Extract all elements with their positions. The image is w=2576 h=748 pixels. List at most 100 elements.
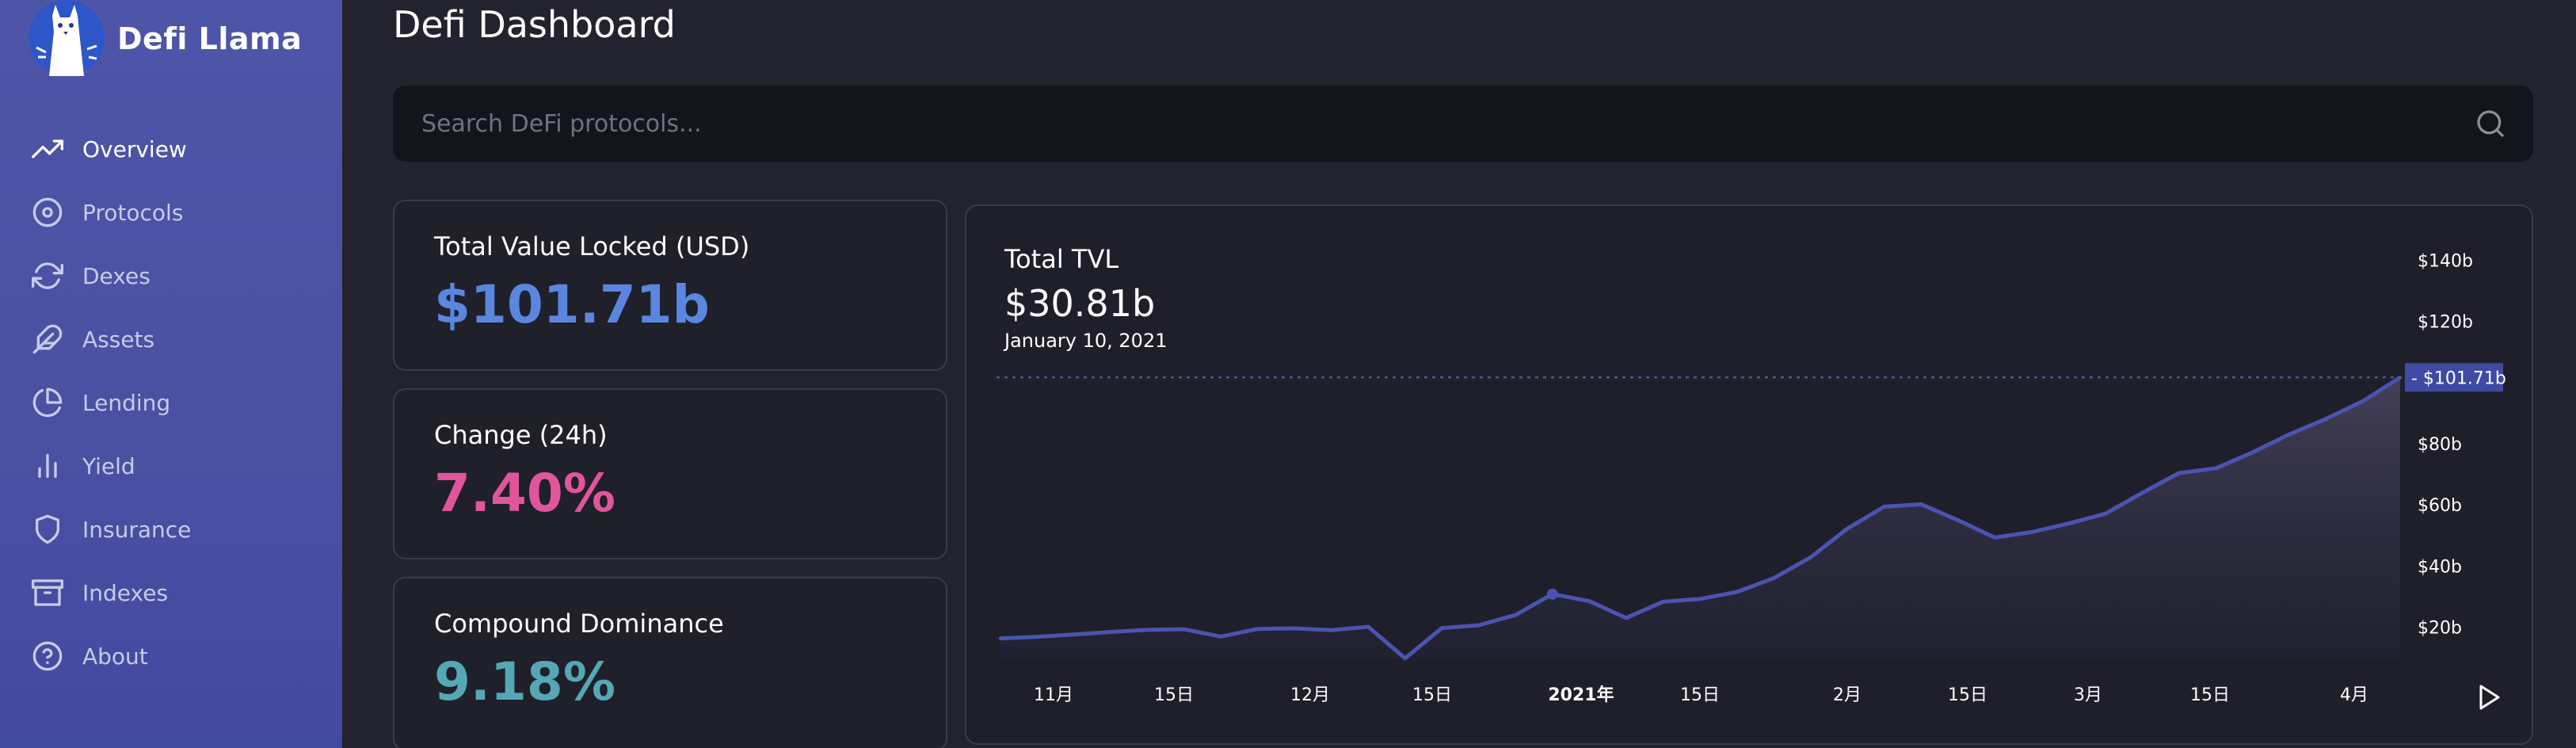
current-value-badge [2405, 363, 2503, 392]
change-card-title: Change (24h) [434, 420, 608, 450]
current-value-label: - $101.71b [2411, 368, 2506, 388]
tvl-point [1072, 633, 1075, 636]
sidebar-item-label: Protocols [82, 199, 184, 226]
y-tick-label: $60b [2418, 496, 2462, 516]
tvl-point [2067, 522, 2070, 525]
tvl-point [1661, 600, 1664, 603]
tvl-point [1736, 590, 1739, 593]
tvl-point [1809, 555, 1812, 559]
tvl-point [1366, 625, 1370, 628]
dominance-card: Compound Dominance 9.18% [393, 577, 947, 748]
search-input[interactable] [421, 109, 2402, 138]
chart-hover-date: January 10, 2021 [1004, 330, 1168, 352]
y-tick-label: $20b [2418, 618, 2462, 638]
sidebar-nav: Overview Protocols Dexes Assets Lending [0, 117, 342, 688]
tvl-card: Total Value Locked (USD) $101.71b [393, 200, 947, 371]
sidebar-item-label: Lending [82, 389, 171, 416]
tvl-point [1145, 628, 1149, 632]
tvl-point [2140, 491, 2143, 494]
tvl-point [1256, 628, 1259, 631]
sidebar-item-label: Dexes [82, 262, 151, 289]
hover-point [1546, 588, 1558, 600]
x-tick-label: 3月 [2074, 685, 2102, 705]
chart-title: Total TVL [1004, 244, 1119, 274]
pie-chart-icon [30, 385, 65, 420]
tvl-point [1477, 624, 1480, 627]
x-tick-label: 15日 [1680, 685, 1720, 705]
sidebar-item-label: Yield [82, 452, 135, 479]
chart-hover-value: $30.81b [1004, 282, 1156, 325]
x-tick-label: 12月 [1290, 685, 1330, 705]
tvl-card-value: $101.71b [434, 274, 710, 335]
tvl-point [2251, 451, 2254, 454]
shield-icon [30, 512, 65, 547]
tvl-point [1514, 613, 1517, 616]
tvl-point [1404, 657, 1407, 660]
dominance-card-title: Compound Dominance [434, 609, 724, 639]
change-card-value: 7.40% [434, 463, 615, 524]
tvl-chart-card: - $101.71b $20b $40b $60b $80b $120b $140b 11月 1… [965, 204, 2533, 745]
y-tick-label: $40b [2418, 557, 2462, 577]
sidebar-item-protocols[interactable]: Protocols [0, 181, 342, 244]
tvl-point [2361, 399, 2365, 403]
sidebar-item-label: Indexes [82, 579, 169, 606]
help-circle-icon [30, 639, 65, 674]
page-title: Defi Dashboard [393, 3, 676, 46]
x-tick-label: 15日 [2190, 685, 2230, 705]
tvl-point [1698, 597, 1701, 601]
tvl-point [2325, 417, 2328, 420]
tvl-point [1919, 502, 1922, 506]
logo-text: Defi Llama [117, 21, 303, 56]
sidebar-item-lending[interactable]: Lending [0, 371, 342, 434]
tvl-point [2030, 530, 2033, 533]
sidebar-item-indexes[interactable]: Indexes [0, 561, 342, 624]
tvl-point [2178, 471, 2181, 475]
sidebar-item-dexes[interactable]: Dexes [0, 244, 342, 307]
x-tick-label: 15日 [1154, 685, 1194, 705]
tvl-point [1883, 505, 1886, 508]
play-icon[interactable] [2479, 685, 2500, 710]
logo[interactable]: Defi Llama [29, 0, 302, 82]
tvl-point [998, 637, 1001, 640]
sidebar: Defi Llama Overview Protocols Dexes Asse… [0, 0, 342, 748]
y-tick-label: $120b [2418, 313, 2473, 333]
sidebar-item-label: Insurance [82, 516, 192, 543]
tvl-point [1993, 536, 1996, 539]
x-tick-label: 15日 [1412, 685, 1452, 705]
tvl-card-title: Total Value Locked (USD) [434, 231, 750, 261]
sidebar-item-label: Overview [82, 135, 187, 162]
tvl-chart[interactable]: - $101.71b $20b $40b $60b $80b $120b $140b 11月 1… [966, 206, 2535, 746]
bar-chart-icon [30, 448, 65, 483]
sidebar-item-assets[interactable]: Assets [0, 307, 342, 371]
tvl-point [1035, 635, 1038, 639]
tvl-point [2214, 467, 2217, 470]
tvl-point [1772, 577, 1775, 580]
tvl-point [1109, 631, 1112, 634]
tvl-point [2104, 512, 2107, 515]
trending-up-icon [30, 132, 65, 166]
x-tick-label: 2月 [1833, 685, 1862, 705]
search-bar[interactable] [393, 86, 2533, 162]
sidebar-item-insurance[interactable]: Insurance [0, 498, 342, 561]
tvl-point [1440, 627, 1443, 630]
y-tick-label: $140b [2418, 252, 2473, 272]
tvl-point [1846, 527, 1849, 530]
tvl-point [1293, 627, 1296, 630]
sidebar-item-overview[interactable]: Overview [0, 117, 342, 181]
sidebar-item-label: Assets [82, 326, 155, 353]
tvl-point [1330, 628, 1333, 632]
x-tick-label: 15日 [1948, 685, 1987, 705]
change-card: Change (24h) 7.40% [393, 388, 947, 559]
sidebar-item-label: About [82, 643, 148, 670]
llama-logo-icon [29, 0, 105, 76]
tvl-point [2288, 433, 2291, 436]
x-tick-label: 11月 [1034, 685, 1073, 705]
sidebar-item-yield[interactable]: Yield [0, 434, 342, 498]
search-icon[interactable] [2475, 108, 2506, 143]
tvl-point [1625, 616, 1628, 620]
tvl-point [1219, 635, 1222, 638]
tvl-point [1587, 600, 1591, 603]
sidebar-item-about[interactable]: About [0, 624, 342, 688]
refresh-icon [30, 258, 65, 293]
disc-icon [30, 195, 65, 230]
